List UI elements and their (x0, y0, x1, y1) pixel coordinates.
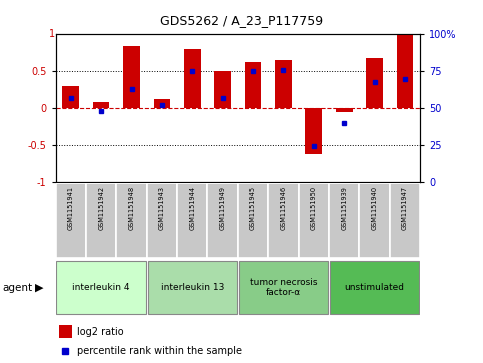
Bar (59, 325, 72, 338)
Bar (56, 183, 86, 258)
Text: 1: 1 (49, 29, 55, 40)
Bar (57, 261, 146, 314)
Text: GSM1151945: GSM1151945 (250, 186, 256, 231)
Bar (239, 261, 328, 314)
Bar (238, 183, 268, 258)
Text: GSM1151946: GSM1151946 (281, 186, 286, 231)
Bar (397, 34, 413, 108)
Text: GDS5262 / A_23_P117759: GDS5262 / A_23_P117759 (160, 15, 323, 28)
Bar (116, 183, 147, 258)
Text: percentile rank within the sample: percentile rank within the sample (77, 346, 242, 356)
Bar (177, 183, 208, 258)
Text: log2 ratio: log2 ratio (77, 327, 124, 337)
Bar (86, 183, 116, 258)
Text: GSM1151947: GSM1151947 (402, 186, 408, 231)
Bar (359, 183, 390, 258)
Text: GSM1151949: GSM1151949 (220, 186, 226, 230)
Text: ▶: ▶ (35, 283, 43, 293)
Bar (336, 108, 353, 112)
Bar (390, 183, 420, 258)
Text: agent: agent (2, 283, 32, 293)
Bar (62, 86, 79, 108)
Text: interleukin 4: interleukin 4 (72, 283, 130, 292)
Text: unstimulated: unstimulated (345, 283, 405, 292)
Bar (275, 60, 292, 108)
Text: GSM1151944: GSM1151944 (189, 186, 195, 231)
Bar (123, 46, 140, 108)
Bar (148, 261, 237, 314)
Bar (154, 99, 170, 108)
Text: GSM1151948: GSM1151948 (128, 186, 135, 231)
Bar (305, 108, 322, 154)
Text: GSM1151939: GSM1151939 (341, 186, 347, 230)
Text: GSM1151950: GSM1151950 (311, 186, 317, 231)
Text: GSM1151941: GSM1151941 (68, 186, 74, 230)
Bar (208, 183, 238, 258)
Bar (268, 183, 298, 258)
Text: GSM1151942: GSM1151942 (98, 186, 104, 231)
Bar (329, 183, 359, 258)
Text: interleukin 13: interleukin 13 (161, 283, 224, 292)
Bar (214, 71, 231, 108)
Text: GSM1151940: GSM1151940 (371, 186, 378, 231)
Bar (366, 58, 383, 108)
Bar (330, 261, 419, 314)
Bar (298, 183, 329, 258)
Bar (147, 183, 177, 258)
Text: GSM1151943: GSM1151943 (159, 186, 165, 230)
Text: tumor necrosis
factor-α: tumor necrosis factor-α (250, 278, 317, 297)
Bar (184, 49, 200, 108)
Bar (245, 62, 261, 108)
Bar (93, 102, 110, 108)
